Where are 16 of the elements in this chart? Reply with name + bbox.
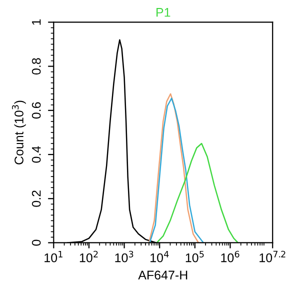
y-tick-label: 0.8 bbox=[32, 58, 41, 75]
x-tick-label: 10$^{2}$ bbox=[80, 250, 98, 262]
y-tick-label: 0 bbox=[32, 240, 41, 246]
y-tick-label: 0.2 bbox=[32, 190, 41, 207]
x-tick-label: 10$^{7.2}$ bbox=[260, 250, 286, 262]
x-tick-label: 10$^{3}$ bbox=[115, 250, 134, 262]
y-tick-label: 0.4 bbox=[32, 146, 41, 163]
y-tick-label: 0.6 bbox=[32, 102, 41, 119]
x-tick-label: 10$^{4}$ bbox=[150, 250, 169, 262]
x-tick-label: 10$^{5}$ bbox=[186, 250, 204, 262]
x-tick-label: 10$^{6}$ bbox=[221, 250, 240, 262]
y-axis-title: Count (10$^{3}$) bbox=[12, 100, 26, 164]
x-axis-title: AF647-H bbox=[138, 270, 188, 280]
chart-title: P1 bbox=[156, 8, 170, 17]
y-tick-label: 1 bbox=[32, 19, 41, 25]
x-tick-label: 10$^{1}$ bbox=[44, 250, 62, 262]
